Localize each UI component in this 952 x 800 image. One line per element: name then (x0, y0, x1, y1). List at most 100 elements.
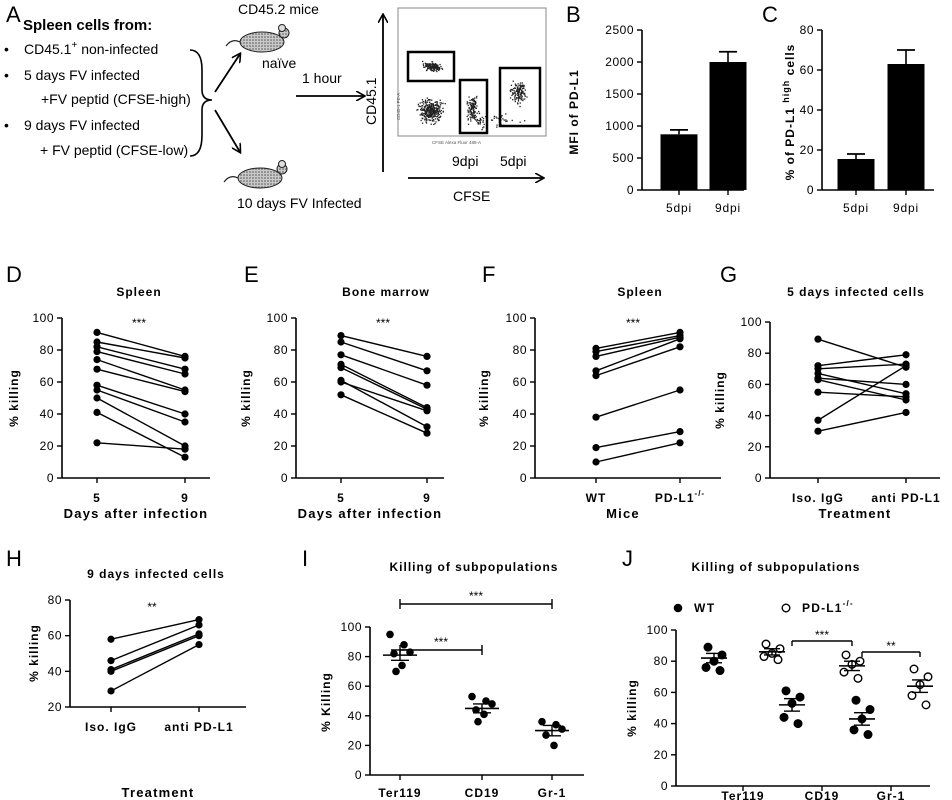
flow-event-dot (433, 109, 435, 111)
data-point (398, 661, 406, 670)
y-tick-label: 100 (340, 620, 362, 634)
mouse-icon (223, 160, 288, 189)
flow-event-dot (427, 116, 429, 118)
flow-event-dot (434, 63, 436, 65)
x-tick-label: 5dpi (666, 201, 692, 215)
flow-event-dot (467, 111, 469, 113)
flow-event-dot (476, 120, 478, 122)
flow-event-dot (433, 68, 435, 70)
flow-event-dot (471, 113, 473, 115)
flow-event-dot (505, 120, 507, 123)
flow-event-dot (490, 119, 493, 121)
flow-event-dot (421, 112, 423, 114)
y-axis-label: % of PD-L1 high cells (781, 44, 797, 181)
pair-line (817, 411, 907, 432)
flow-event-dot (424, 111, 426, 113)
x-tick-text: 9 (423, 491, 431, 505)
flow-event-dot (430, 110, 432, 112)
flow-event-dot (432, 108, 434, 110)
flow-event-dot (424, 112, 426, 115)
data-point (337, 338, 345, 346)
flow-event-dot (429, 106, 431, 108)
flow-event-dot (469, 113, 471, 115)
y-tick-label: 100 (32, 311, 54, 325)
flow-event-dot (479, 123, 481, 125)
flow-event-dot (428, 116, 430, 119)
flow-event-dot (416, 109, 418, 111)
flow-event-dot (424, 113, 427, 115)
flow-event-dot (431, 117, 433, 119)
x-tick-label: 9dpi (715, 201, 741, 215)
data-point (337, 351, 345, 359)
flow-event-dot (436, 109, 438, 111)
flow-event-dot (481, 116, 483, 118)
data-point (781, 686, 791, 696)
flow-event-dot (422, 64, 425, 67)
flow-event-dot (471, 103, 474, 105)
flow-event-dot (479, 119, 481, 122)
pair-line (96, 341, 186, 359)
flow-event-dot (519, 82, 522, 84)
flow-event-dot (509, 90, 511, 92)
flow-event-dot (433, 120, 435, 122)
flow-dots (416, 60, 528, 131)
y-tick-label: 80 (654, 654, 668, 668)
flow-event-dot (438, 69, 441, 71)
flow-event-dot (434, 68, 436, 71)
flow-event-dot (472, 114, 474, 116)
flow-event-dot (431, 99, 433, 101)
flow-event-dot (427, 63, 429, 65)
y-tick-label: 80 (800, 23, 814, 37)
chart-title: Spleen (617, 285, 662, 299)
chart-title: 5 days infected cells (787, 285, 925, 299)
flow-event-dot (422, 103, 425, 105)
x-tick-superscript: -/- (695, 489, 706, 498)
flow-event-dot (514, 99, 516, 101)
flow-event-dot (434, 114, 436, 116)
flow-event-dot (423, 116, 426, 118)
flow-event-dot (419, 114, 421, 116)
flow-event-dot (520, 99, 522, 101)
data-point (93, 356, 101, 364)
pair-line (817, 377, 907, 386)
flow-event-dot (519, 84, 521, 86)
flow-event-dot (510, 84, 513, 86)
flow-event-dot (517, 90, 519, 92)
flow-event-dot (442, 110, 444, 112)
pair-line (817, 365, 907, 421)
y-tick-label: 60 (274, 375, 288, 389)
gate-5dpi-label: 5dpi (500, 153, 526, 169)
panel-a-heading: Spleen cells from: (23, 17, 152, 34)
y-tick-label: 20 (513, 439, 527, 453)
x-tick-label: 9dpi (893, 201, 919, 215)
flow-event-dot (432, 118, 435, 121)
flow-event-dot (433, 110, 435, 112)
flow-event-dot (474, 111, 476, 113)
flow-event-dot (472, 115, 474, 118)
panel-letter-h: H (6, 546, 22, 571)
flow-event-dot (517, 102, 519, 104)
flow-event-dot (420, 109, 422, 111)
flow-event-dot (476, 112, 478, 114)
flow-event-dot (524, 120, 526, 122)
panel-b: B 0 500 1000 1500 2000 2500 5dpi 9dpi MFI of PD-… (566, 2, 747, 215)
flow-event-dot (428, 106, 430, 108)
flow-event-dot (442, 111, 444, 113)
flow-event-dot (511, 119, 513, 122)
flow-event-dot (426, 63, 428, 65)
flow-event-dot (513, 88, 515, 90)
data-point (542, 731, 550, 739)
flow-event-dot (425, 115, 428, 117)
data-point (552, 720, 560, 729)
flow-event-dot (425, 122, 428, 124)
flow-event-dot (469, 102, 472, 104)
data-point (93, 348, 101, 356)
data-point (423, 381, 431, 389)
flow-event-dot (437, 107, 439, 110)
data-point (703, 642, 713, 652)
flow-event-dot (423, 113, 425, 115)
flow-event-dot (423, 66, 425, 68)
data-point (592, 458, 600, 466)
data-point (392, 667, 400, 676)
flow-event-dot (518, 87, 520, 89)
